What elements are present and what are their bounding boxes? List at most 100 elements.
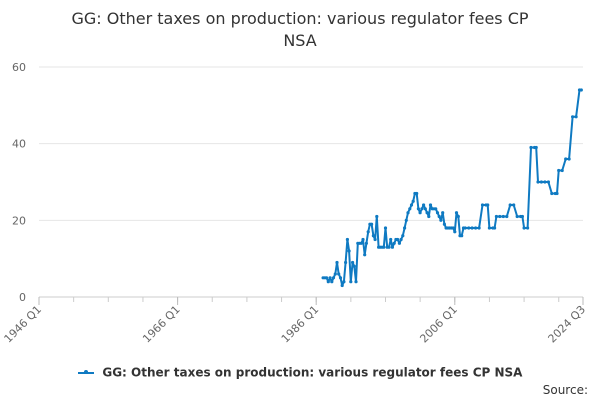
data-point xyxy=(512,203,516,207)
data-point xyxy=(425,211,429,215)
data-point xyxy=(439,218,443,222)
y-tick-label-40: 40 xyxy=(12,138,26,151)
legend[interactable]: GG: Other taxes on production: various r… xyxy=(0,365,600,380)
source-label[interactable]: Source: xyxy=(542,383,588,397)
data-point xyxy=(349,280,353,284)
data-point xyxy=(351,260,355,265)
data-point xyxy=(337,272,341,276)
data-point xyxy=(571,115,575,119)
data-point xyxy=(423,207,427,211)
data-point xyxy=(501,214,505,219)
data-point xyxy=(451,226,455,230)
data-point xyxy=(352,264,356,268)
data-point xyxy=(397,241,401,245)
data-point xyxy=(354,280,358,284)
data-point xyxy=(560,168,564,173)
series-line-0 xyxy=(323,89,582,287)
data-point xyxy=(453,230,457,234)
data-point xyxy=(333,272,337,276)
data-point xyxy=(574,115,578,119)
data-point xyxy=(422,203,426,207)
data-point xyxy=(460,234,464,238)
data-point xyxy=(396,237,400,242)
data-point xyxy=(441,211,445,215)
y-tick-label-0: 0 xyxy=(19,291,26,304)
data-point xyxy=(564,157,568,161)
data-point xyxy=(477,226,481,230)
x-tick-label-1: 1966 Q1 xyxy=(140,303,183,346)
data-point xyxy=(331,276,336,280)
legend-swatch xyxy=(77,369,94,374)
chart-title-line-1: GG: Other taxes on production: various r… xyxy=(71,9,529,28)
data-point xyxy=(435,211,440,215)
data-point xyxy=(579,88,583,92)
data-point xyxy=(555,191,559,196)
data-point xyxy=(550,191,554,196)
x-axis: 1946 Q1 1966 Q1 1986 Q1 2006 Q1 2024 Q3 xyxy=(2,297,589,346)
data-point xyxy=(345,237,349,242)
data-point xyxy=(539,180,544,184)
x-tick-label-0: 1946 Q1 xyxy=(2,303,45,346)
legend-label: GG: Other taxes on production: various r… xyxy=(102,365,523,380)
data-point xyxy=(534,145,538,150)
data-point xyxy=(375,214,379,219)
data-point xyxy=(522,226,526,230)
data-point xyxy=(494,214,498,219)
data-point xyxy=(347,249,351,253)
data-point xyxy=(428,203,433,207)
data-point xyxy=(416,207,420,211)
data-point xyxy=(390,245,394,249)
data-point xyxy=(463,226,467,230)
data-point xyxy=(467,226,471,230)
chart-title-line-2: NSA xyxy=(283,31,317,50)
data-point xyxy=(474,226,478,230)
data-point xyxy=(403,226,407,230)
data-point xyxy=(340,283,344,288)
data-point xyxy=(486,203,490,207)
y-tick-label-60: 60 xyxy=(12,61,26,74)
data-point xyxy=(470,226,474,230)
data-point xyxy=(526,226,530,230)
data-point xyxy=(505,214,509,219)
data-point xyxy=(409,203,414,207)
data-point xyxy=(442,222,446,226)
x-tick-label-3: 2006 Q1 xyxy=(417,303,460,346)
data-point xyxy=(330,280,334,284)
data-point xyxy=(487,226,491,230)
data-point xyxy=(543,180,547,184)
data-point xyxy=(456,214,460,219)
data-point xyxy=(498,214,502,219)
y-axis: 0 20 40 60 xyxy=(12,61,26,304)
data-point xyxy=(389,237,393,242)
x-tick-label-4: 2024 Q3 xyxy=(546,303,589,346)
data-point xyxy=(427,214,431,219)
data-point xyxy=(371,234,375,238)
data-point xyxy=(515,214,519,219)
data-point xyxy=(370,222,374,226)
data-point xyxy=(364,241,368,245)
data-point xyxy=(567,157,571,161)
data-point xyxy=(366,230,370,234)
data-point xyxy=(520,214,525,219)
data-point xyxy=(325,276,329,280)
data-point xyxy=(434,207,438,211)
data-point xyxy=(401,234,405,238)
data-point xyxy=(404,218,408,222)
plot-area xyxy=(321,88,583,288)
data-point xyxy=(529,145,533,150)
data-point xyxy=(387,245,391,249)
data-point xyxy=(338,276,343,280)
data-point xyxy=(536,180,540,184)
data-point xyxy=(480,203,485,207)
grid-lines xyxy=(39,66,583,298)
data-point xyxy=(344,260,348,265)
x-tick-label-2: 1986 Q1 xyxy=(279,303,322,346)
data-point xyxy=(383,226,388,230)
data-point xyxy=(411,199,415,203)
data-point xyxy=(392,241,396,245)
data-point xyxy=(408,207,412,211)
data-point xyxy=(363,253,367,257)
data-point xyxy=(359,241,363,245)
data-point xyxy=(508,203,512,207)
